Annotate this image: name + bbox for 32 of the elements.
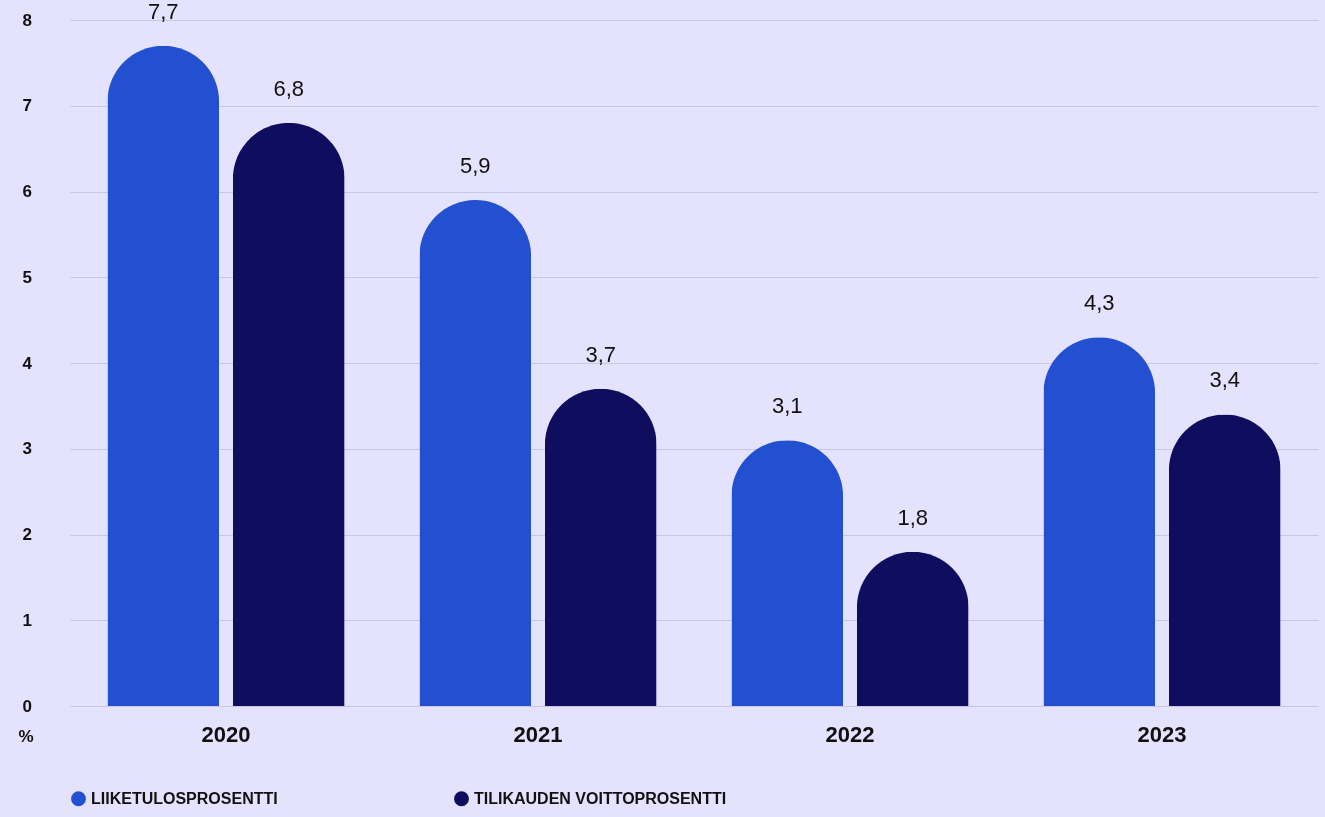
legend-label: TILIKAUDEN VOITTOPROSENTTI: [474, 789, 727, 807]
y-tick-label: 6: [22, 182, 32, 201]
y-tick-label: 7: [22, 96, 32, 116]
bar: [419, 200, 532, 706]
y-tick-label: 0: [22, 696, 32, 716]
bar: [856, 551, 969, 706]
bar: [1168, 414, 1281, 706]
data-label: 3,7: [585, 341, 617, 367]
data-label: 3,4: [1209, 367, 1241, 393]
data-label: 3,1: [771, 393, 803, 419]
y-tick-label: 1: [22, 610, 32, 630]
y-tick-label: 3: [22, 439, 32, 459]
bar: [731, 440, 844, 706]
data-label: 7,7: [147, 0, 179, 24]
legend-label: LIIKETULOSPROSENTTI: [91, 789, 278, 807]
bar: [1043, 337, 1156, 706]
data-label: 1,8: [897, 504, 929, 530]
y-tick-label: 2: [22, 525, 32, 544]
x-tick-label: 2020: [201, 721, 251, 747]
bar: [107, 45, 220, 706]
data-label: 5,9: [459, 153, 491, 179]
y-axis-title: %: [18, 726, 34, 746]
x-tick-label: 2023: [1137, 721, 1187, 747]
x-tick-label: 2022: [825, 721, 875, 747]
x-tick-label: 2021: [513, 721, 563, 747]
data-label: 4,3: [1083, 290, 1115, 316]
bar: [544, 388, 657, 706]
y-tick-label: 5: [22, 267, 32, 287]
y-tick-label: 4: [22, 353, 33, 373]
y-tick-label: 8: [22, 10, 32, 30]
bar: [232, 122, 345, 706]
data-label: 6,8: [273, 75, 305, 101]
